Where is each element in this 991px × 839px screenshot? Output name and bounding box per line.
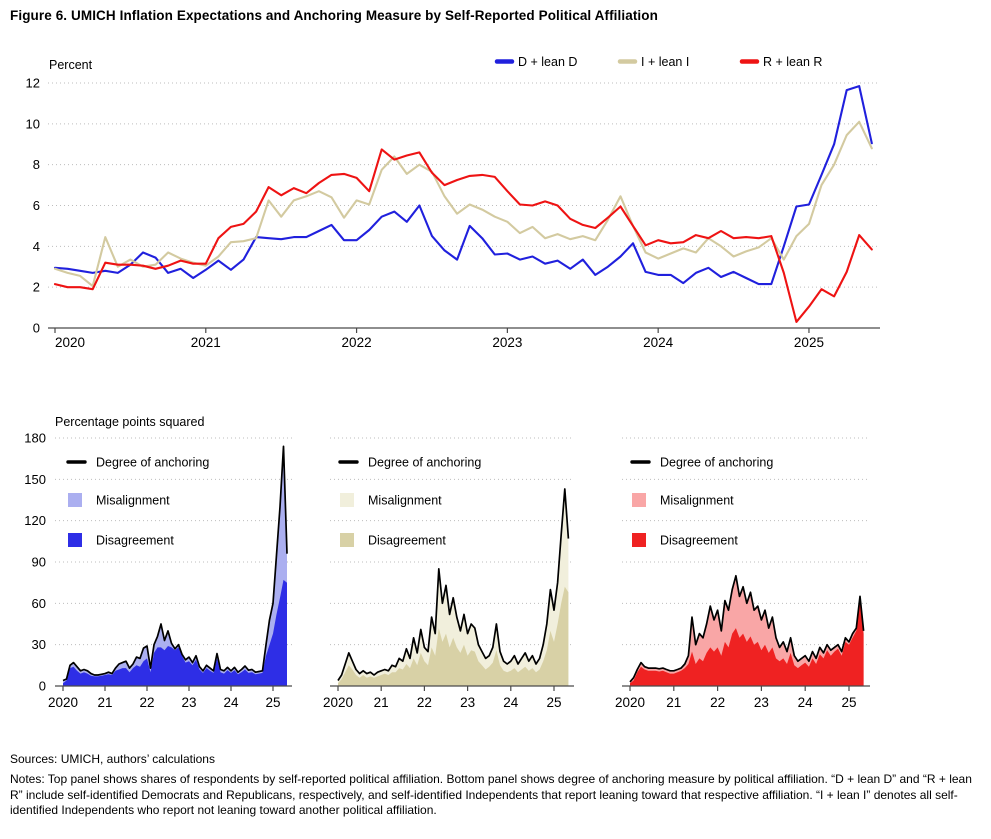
top-x-tick-label: 2025 xyxy=(794,335,824,350)
misalignment-legend-label: Misalignment xyxy=(96,494,170,508)
misalignment-area xyxy=(63,446,287,686)
panel-x-tick-label: 23 xyxy=(460,695,475,710)
disagreement-legend-swatch xyxy=(632,533,646,547)
panel-x-tick-label: 2020 xyxy=(48,695,78,710)
top-y-tick-label: 0 xyxy=(33,321,40,336)
panel-x-tick-label: 25 xyxy=(841,695,856,710)
bottom-anchoring-charts: 2020 21 22 23 24 25 0 30 60 90 120 150 180 Percentage… xyxy=(0,410,991,727)
misalignment-legend-swatch xyxy=(340,493,354,507)
panel-y-tick-label: 30 xyxy=(32,637,46,652)
disagreement-area xyxy=(338,586,569,686)
figure-title: Figure 6. UMICH Inflation Expectations a… xyxy=(10,8,658,23)
top-y-tick-label: 2 xyxy=(33,280,40,295)
anchoring-panel-r: 2020 21 22 23 24 25 Degree of anchoring Misalig… xyxy=(615,437,870,710)
anchoring-legend-label: Degree of anchoring xyxy=(96,456,209,470)
panel-x-tick-label: 22 xyxy=(139,695,154,710)
top-chart-svg: 0 2 4 6 8 10 12 2020 2021 2022 2023 2024 2025 Percent… xyxy=(26,55,880,350)
degree-of-anchoring-line xyxy=(337,488,570,681)
top-y-tick-label: 4 xyxy=(33,239,40,254)
panel-x-tick-label: 22 xyxy=(417,695,432,710)
anchoring-panel-d: 2020 21 22 23 24 25 0 30 60 90 120 150 180 Percentage… xyxy=(24,415,292,710)
top-x-tick-label: 2023 xyxy=(492,335,522,350)
anchoring-legend-label: Degree of anchoring xyxy=(368,456,481,470)
legend-label: D + lean D xyxy=(518,55,577,69)
panel-x-tick-label: 24 xyxy=(798,695,814,710)
disagreement-area xyxy=(630,600,864,686)
disagreement-legend-label: Disagreement xyxy=(368,534,446,548)
panel-x-tick-label: 21 xyxy=(374,695,389,710)
misalignment-area xyxy=(630,575,864,686)
series-line-ileani xyxy=(53,120,873,288)
misalignment-legend-label: Misalignment xyxy=(368,494,442,508)
disagreement-legend-label: Disagreement xyxy=(660,534,738,548)
panel-x-tick-label: 2020 xyxy=(615,695,645,710)
sources-note: Sources: UMICH, authors’ calculations xyxy=(10,752,215,766)
anchoring-legend-label: Degree of anchoring xyxy=(660,456,773,470)
top-axis-unit-label: Percent xyxy=(49,58,93,72)
misalignment-legend-swatch xyxy=(68,493,82,507)
panel-x-tick-label: 23 xyxy=(181,695,196,710)
disagreement-legend-swatch xyxy=(68,533,82,547)
top-y-tick-label: 10 xyxy=(26,116,40,131)
disagreement-area xyxy=(63,579,287,686)
disagreement-legend-swatch xyxy=(340,533,354,547)
disagreement-legend-label: Disagreement xyxy=(96,534,174,548)
panel-y-tick-label: 0 xyxy=(39,679,46,694)
top-x-tick-label: 2021 xyxy=(191,335,221,350)
panel-y-tick-label: 180 xyxy=(24,430,46,445)
panel-x-tick-label: 25 xyxy=(265,695,280,710)
top-y-tick-label: 8 xyxy=(33,157,40,172)
panel-x-tick-label: 25 xyxy=(546,695,561,710)
panel-x-tick-label: 24 xyxy=(223,695,239,710)
panel-x-tick-label: 2020 xyxy=(323,695,353,710)
top-x-tick-label: 2020 xyxy=(55,335,85,350)
top-chart-expectations: 0 2 4 6 8 10 12 2020 2021 2022 2023 2024 2025 Percent… xyxy=(0,30,991,380)
misalignment-legend-label: Misalignment xyxy=(660,494,734,508)
panel-y-tick-label: 150 xyxy=(24,472,46,487)
figure-notes: Notes: Top panel shows shares of respond… xyxy=(10,772,972,818)
legend-label: R + lean R xyxy=(763,55,822,69)
anchoring-panel-i: 2020 21 22 23 24 25 Degree of anchoring Misalig… xyxy=(323,437,574,710)
series-line-dleand xyxy=(53,85,873,286)
panel-x-tick-label: 23 xyxy=(754,695,769,710)
misalignment-legend-swatch xyxy=(632,493,646,507)
panel-y-tick-label: 90 xyxy=(32,554,46,569)
degree-of-anchoring-line xyxy=(62,445,288,682)
panel-y-tick-label: 120 xyxy=(24,513,46,528)
top-x-tick-label: 2022 xyxy=(342,335,372,350)
legend-label: I + lean I xyxy=(641,55,689,69)
bottom-charts-svg: 2020 21 22 23 24 25 0 30 60 90 120 150 180 Percentage… xyxy=(24,415,870,710)
top-x-tick-label: 2024 xyxy=(643,335,674,350)
degree-of-anchoring-line xyxy=(629,574,865,683)
panel-x-tick-label: 24 xyxy=(503,695,519,710)
panel-x-tick-label: 21 xyxy=(97,695,112,710)
panel-x-tick-label: 22 xyxy=(710,695,725,710)
series-line-rleanr xyxy=(53,148,873,323)
top-y-tick-label: 12 xyxy=(26,75,40,90)
panel-x-tick-label: 21 xyxy=(666,695,681,710)
panel-y-tick-label: 60 xyxy=(32,596,46,611)
panel-unit-label: Percentage points squared xyxy=(55,415,204,429)
top-y-tick-label: 6 xyxy=(33,198,40,213)
